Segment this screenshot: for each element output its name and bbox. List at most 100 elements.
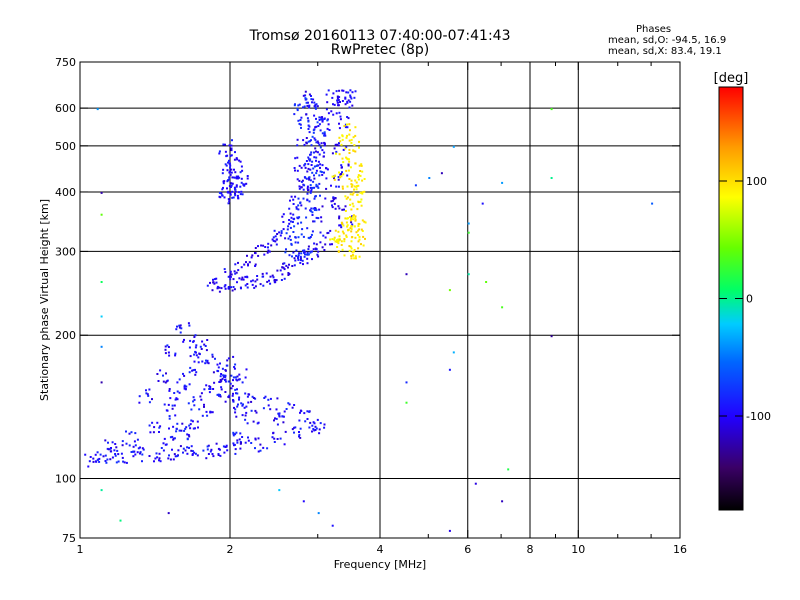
data-point bbox=[282, 415, 285, 418]
data-point bbox=[326, 127, 329, 130]
data-point bbox=[164, 345, 167, 348]
data-point bbox=[122, 460, 125, 463]
data-point bbox=[138, 395, 141, 398]
data-point bbox=[96, 451, 99, 454]
data-point bbox=[338, 238, 341, 241]
data-point bbox=[333, 177, 335, 180]
data-point bbox=[148, 424, 151, 427]
data-point bbox=[248, 261, 251, 264]
data-point bbox=[319, 194, 321, 197]
data-point bbox=[229, 164, 232, 167]
data-point bbox=[361, 230, 364, 232]
data-point bbox=[218, 290, 221, 293]
x-tick-label: 10 bbox=[571, 543, 585, 556]
data-point bbox=[168, 427, 170, 430]
data-point bbox=[280, 230, 283, 233]
data-point bbox=[340, 226, 343, 229]
data-point bbox=[172, 438, 175, 441]
data-point bbox=[332, 196, 335, 199]
data-point bbox=[159, 460, 162, 463]
data-point bbox=[105, 461, 108, 464]
data-point bbox=[207, 362, 210, 365]
data-point bbox=[348, 245, 351, 248]
data-point bbox=[350, 138, 353, 141]
data-point bbox=[209, 388, 212, 390]
data-point bbox=[189, 366, 192, 369]
data-point bbox=[226, 180, 229, 183]
data-point bbox=[317, 125, 320, 127]
data-point bbox=[191, 450, 194, 453]
data-point bbox=[345, 234, 348, 237]
data-point bbox=[308, 104, 311, 107]
data-point bbox=[299, 436, 302, 439]
data-point bbox=[224, 150, 227, 153]
data-point bbox=[275, 408, 278, 411]
data-point bbox=[310, 144, 313, 147]
data-point bbox=[340, 143, 343, 146]
data-point bbox=[282, 421, 285, 424]
data-point bbox=[347, 91, 350, 94]
data-point bbox=[254, 447, 256, 450]
data-point bbox=[188, 446, 190, 449]
data-point bbox=[315, 243, 318, 246]
data-point bbox=[228, 396, 231, 399]
data-point bbox=[317, 142, 320, 144]
data-point bbox=[308, 131, 311, 134]
data-point bbox=[336, 246, 339, 248]
data-point bbox=[341, 138, 344, 141]
data-point bbox=[227, 286, 230, 288]
data-point bbox=[220, 192, 223, 195]
data-point bbox=[168, 417, 171, 420]
data-point bbox=[280, 279, 283, 281]
data-point bbox=[299, 411, 301, 414]
data-point bbox=[343, 254, 346, 257]
data-point bbox=[250, 409, 253, 412]
data-point bbox=[233, 288, 236, 291]
data-point bbox=[299, 123, 302, 126]
data-point bbox=[308, 140, 311, 143]
data-point bbox=[323, 426, 326, 429]
data-point bbox=[191, 454, 194, 456]
data-point bbox=[205, 457, 208, 460]
data-point bbox=[169, 458, 172, 461]
data-point bbox=[302, 106, 304, 109]
data-point bbox=[302, 500, 305, 503]
data-point bbox=[184, 388, 187, 391]
data-point bbox=[230, 184, 233, 187]
data-point bbox=[114, 454, 117, 457]
data-point bbox=[299, 409, 302, 412]
data-point bbox=[236, 439, 239, 442]
data-point bbox=[321, 149, 324, 152]
data-point bbox=[307, 156, 310, 159]
data-point bbox=[226, 364, 229, 367]
data-point bbox=[348, 178, 351, 180]
data-point bbox=[240, 165, 243, 168]
data-point bbox=[194, 368, 196, 371]
data-point bbox=[84, 453, 87, 456]
data-point bbox=[193, 353, 196, 356]
data-point bbox=[136, 451, 139, 454]
data-point bbox=[207, 453, 210, 455]
data-point bbox=[346, 225, 349, 228]
data-point bbox=[325, 187, 328, 190]
data-point bbox=[281, 215, 284, 218]
data-point bbox=[229, 275, 232, 278]
data-point bbox=[341, 157, 344, 160]
data-point bbox=[136, 438, 139, 441]
data-point bbox=[319, 163, 322, 166]
data-point bbox=[310, 207, 313, 210]
data-point bbox=[237, 269, 240, 272]
data-point bbox=[318, 174, 321, 177]
data-point bbox=[339, 101, 341, 103]
data-point bbox=[141, 460, 143, 463]
data-point bbox=[111, 456, 114, 459]
data-point bbox=[250, 256, 253, 259]
data-point bbox=[341, 185, 344, 188]
data-point bbox=[267, 404, 270, 407]
data-point bbox=[474, 482, 477, 485]
data-point bbox=[507, 468, 510, 471]
data-point bbox=[320, 216, 323, 219]
data-point bbox=[173, 392, 176, 394]
data-point bbox=[311, 214, 314, 216]
data-point bbox=[315, 169, 318, 172]
